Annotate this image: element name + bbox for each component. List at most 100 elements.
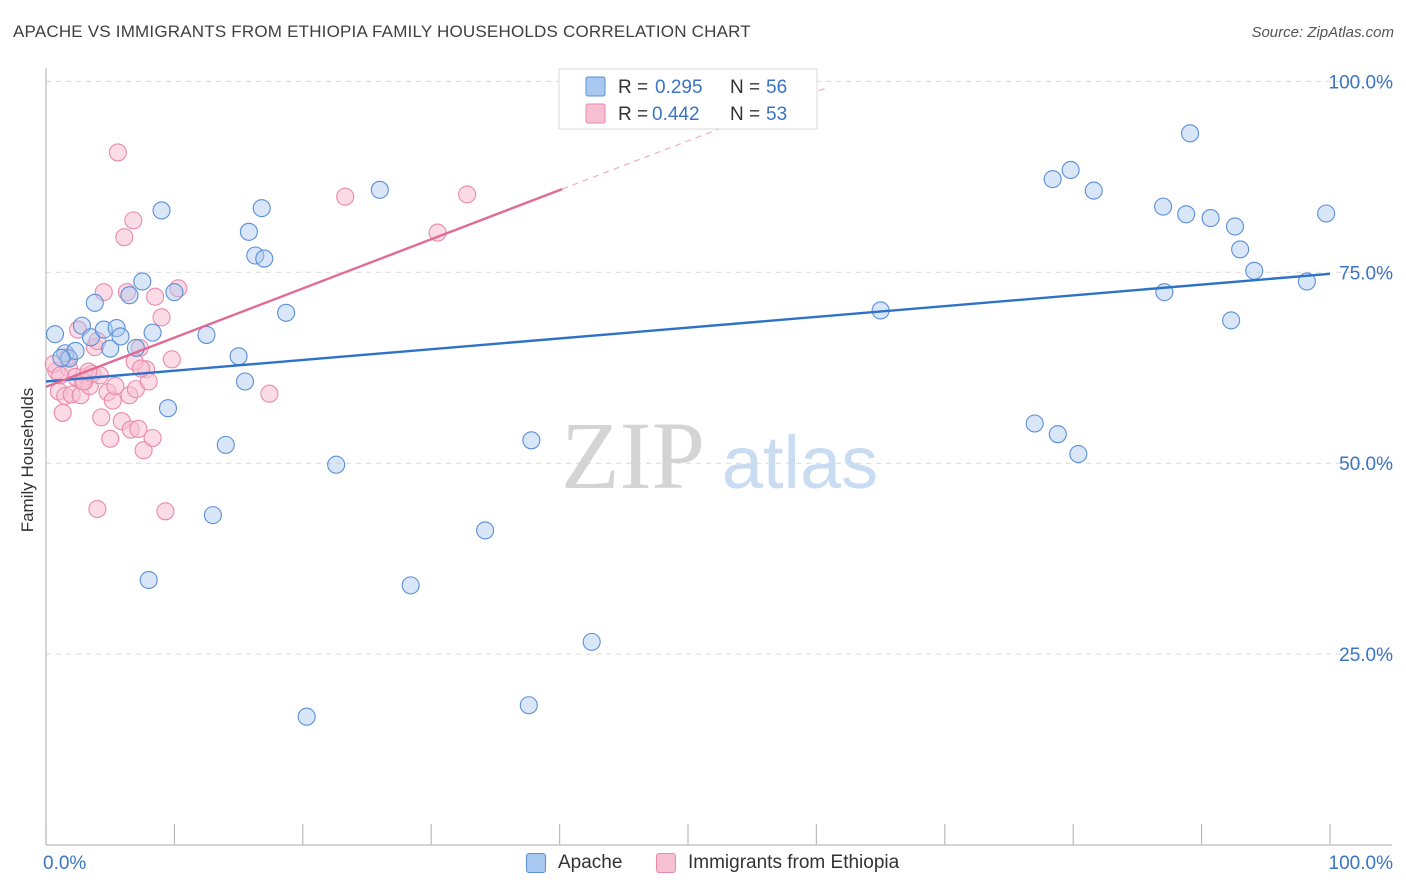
data-point-ethiopia <box>92 408 111 427</box>
legend-r-label-ethiopia: R = <box>618 104 648 125</box>
trend-line-ethiopia <box>45 187 563 388</box>
legend-r-value-apache: 0.295 <box>655 77 703 98</box>
data-point-apache <box>1231 240 1250 259</box>
data-point-apache <box>235 372 255 391</box>
data-point-apache <box>1317 204 1336 223</box>
data-point-apache <box>1201 209 1220 228</box>
legend-r-value-ethiopia: 0.442 <box>652 104 700 125</box>
data-point-apache <box>255 249 274 268</box>
watermark-atlas: atlas <box>722 421 878 504</box>
data-point-apache <box>107 318 126 338</box>
data-point-apache <box>111 327 130 346</box>
data-point-apache <box>85 293 104 312</box>
data-point-ethiopia <box>152 308 171 327</box>
x-tick-label-max: 100.0% <box>1329 853 1394 874</box>
legend-n-value-apache: 56 <box>766 77 787 98</box>
data-point-ethiopia <box>106 377 125 396</box>
data-point-apache <box>582 632 601 651</box>
data-point-ethiopia <box>115 228 134 247</box>
bottom-legend-swatch-apache <box>526 853 546 873</box>
data-point-ethiopia <box>88 499 107 519</box>
y-tick-label: 25.0% <box>1339 645 1393 666</box>
trend-extension-ethiopia <box>561 86 830 190</box>
data-point-ethiopia <box>458 185 477 204</box>
legend-swatch-ethiopia <box>585 103 606 124</box>
data-point-apache <box>476 521 495 540</box>
data-point-apache <box>519 696 538 715</box>
trend-line-apache <box>45 272 1331 383</box>
bottom-legend-ethiopia: Immigrants from Ethiopia <box>656 852 899 874</box>
data-point-ethiopia <box>124 211 143 230</box>
data-point-apache <box>401 576 420 595</box>
data-point-apache <box>143 323 162 342</box>
tick-labels: 25.0% 50.0% 75.0% 100.0% 0.0% 100.0% <box>43 72 1393 874</box>
data-point-apache <box>252 199 271 218</box>
data-point-apache <box>1245 261 1264 280</box>
data-point-apache <box>203 506 222 525</box>
series-apache-points <box>45 124 1336 726</box>
legend-n-label-ethiopia: N = <box>730 104 760 125</box>
data-point-apache <box>60 349 79 368</box>
data-point-apache <box>165 283 184 302</box>
bottom-legend-swatch-ethiopia <box>656 853 676 873</box>
data-point-ethiopia <box>146 287 165 306</box>
data-point-apache <box>1154 197 1173 216</box>
data-point-apache <box>327 455 346 474</box>
y-tick-label: 75.0% <box>1339 263 1393 284</box>
data-point-ethiopia <box>134 441 153 460</box>
data-point-apache <box>101 339 120 358</box>
data-point-ethiopia <box>156 502 175 521</box>
data-point-apache <box>158 399 178 418</box>
bottom-legend-apache: Apache <box>526 852 622 874</box>
data-point-ethiopia <box>162 350 181 369</box>
data-point-apache <box>1225 217 1245 236</box>
watermark-zip: ZIP <box>561 402 705 509</box>
data-point-ethiopia <box>117 283 136 302</box>
y-tick-label: 50.0% <box>1339 454 1393 475</box>
data-point-apache <box>1061 160 1080 180</box>
chart-title: APACHE VS IMMIGRANTS FROM ETHIOPIA FAMIL… <box>13 22 751 41</box>
legend-swatch-apache <box>585 76 606 97</box>
data-point-apache <box>1069 444 1088 464</box>
legend-n-value-ethiopia: 53 <box>766 104 787 125</box>
bottom-legend-label-apache: Apache <box>558 852 623 873</box>
data-point-ethiopia <box>108 143 127 162</box>
axes <box>45 68 1392 846</box>
y-tick-label: 100.0% <box>1329 72 1394 93</box>
data-point-apache <box>1084 181 1103 200</box>
bottom-legend: Apache Immigrants from Ethiopia <box>0 852 1406 878</box>
data-point-apache <box>1180 124 1200 143</box>
data-point-apache <box>297 707 316 726</box>
watermark: ZIP atlas <box>561 402 878 509</box>
legend-n-label-apache: N = <box>730 77 760 98</box>
y-axis-label: Family Households <box>18 387 37 533</box>
x-tick-label-min: 0.0% <box>43 853 86 874</box>
data-point-apache <box>45 325 65 344</box>
data-point-apache <box>139 570 158 590</box>
data-point-apache <box>197 325 216 344</box>
data-point-ethiopia <box>336 187 355 206</box>
source-attribution: Source: ZipAtlas.com <box>1251 24 1394 41</box>
legend-box: R = 0.295 N = 56 R = 0.442 N = 53 <box>558 68 818 130</box>
data-point-apache <box>522 431 541 450</box>
data-point-apache <box>1048 425 1067 444</box>
data-point-ethiopia <box>101 429 120 448</box>
data-point-apache <box>133 272 152 291</box>
data-point-apache <box>277 303 296 322</box>
data-point-apache <box>216 435 235 454</box>
legend-r-label-apache: R = <box>618 77 648 98</box>
data-point-apache <box>239 222 258 241</box>
trend-lines <box>45 86 1331 388</box>
data-point-apache <box>1177 205 1196 224</box>
grid-lines <box>46 80 1392 655</box>
data-point-apache <box>1222 311 1241 330</box>
data-point-ethiopia <box>260 384 279 403</box>
data-point-apache <box>229 347 248 366</box>
data-point-apache <box>370 180 389 199</box>
data-point-ethiopia <box>129 419 148 438</box>
data-point-apache <box>120 286 139 305</box>
data-point-apache <box>152 201 171 220</box>
data-point-ethiopia <box>143 428 162 448</box>
data-point-apache <box>1025 414 1044 433</box>
